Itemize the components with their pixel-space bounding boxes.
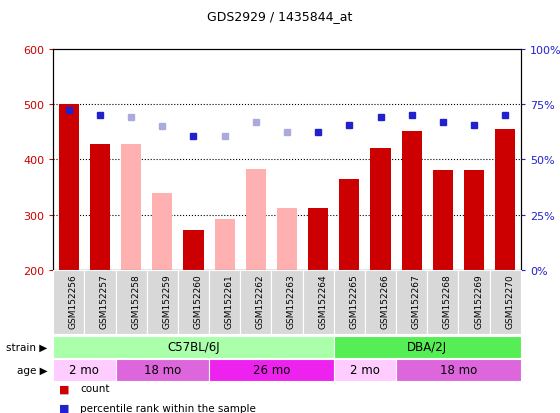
Text: GDS2929 / 1435844_at: GDS2929 / 1435844_at bbox=[207, 10, 353, 23]
Bar bbox=[277, 209, 297, 271]
Bar bbox=[53, 336, 334, 358]
Bar bbox=[246, 169, 266, 271]
Bar bbox=[85, 271, 115, 335]
Bar bbox=[464, 171, 484, 271]
Bar bbox=[90, 145, 110, 271]
Text: GSM152267: GSM152267 bbox=[412, 274, 421, 328]
Bar bbox=[334, 359, 396, 381]
Text: GSM152258: GSM152258 bbox=[131, 274, 140, 328]
Bar bbox=[209, 271, 240, 335]
Bar bbox=[240, 271, 272, 335]
Bar bbox=[59, 105, 79, 271]
Bar bbox=[183, 231, 204, 271]
Text: DBA/2J: DBA/2J bbox=[407, 340, 447, 354]
Bar bbox=[396, 359, 521, 381]
Text: 18 mo: 18 mo bbox=[440, 363, 477, 377]
Bar bbox=[339, 179, 360, 271]
Bar bbox=[402, 131, 422, 271]
Text: C57BL/6J: C57BL/6J bbox=[167, 340, 220, 354]
Text: GSM152266: GSM152266 bbox=[381, 274, 390, 328]
Bar bbox=[53, 359, 115, 381]
Text: GSM152269: GSM152269 bbox=[474, 274, 483, 328]
Bar bbox=[427, 271, 459, 335]
Bar bbox=[209, 359, 334, 381]
Bar bbox=[365, 271, 396, 335]
Text: GSM152256: GSM152256 bbox=[69, 274, 78, 328]
Text: GSM152260: GSM152260 bbox=[194, 274, 203, 328]
Bar bbox=[53, 271, 85, 335]
Text: strain ▶: strain ▶ bbox=[6, 342, 48, 352]
Text: GSM152262: GSM152262 bbox=[256, 274, 265, 328]
Text: GSM152259: GSM152259 bbox=[162, 274, 171, 328]
Text: GSM152265: GSM152265 bbox=[349, 274, 358, 328]
Text: GSM152261: GSM152261 bbox=[225, 274, 234, 328]
Text: GSM152268: GSM152268 bbox=[443, 274, 452, 328]
Bar bbox=[370, 149, 391, 271]
Bar bbox=[272, 271, 302, 335]
Bar bbox=[495, 130, 515, 271]
Bar bbox=[489, 271, 521, 335]
Text: percentile rank within the sample: percentile rank within the sample bbox=[80, 403, 256, 413]
Text: age ▶: age ▶ bbox=[17, 365, 48, 375]
Bar bbox=[178, 271, 209, 335]
Bar bbox=[334, 336, 521, 358]
Bar bbox=[115, 271, 147, 335]
Bar bbox=[147, 271, 178, 335]
Text: count: count bbox=[80, 383, 110, 393]
Bar bbox=[152, 193, 172, 271]
Bar bbox=[459, 271, 489, 335]
Text: GSM152270: GSM152270 bbox=[505, 274, 514, 328]
Text: 18 mo: 18 mo bbox=[144, 363, 181, 377]
Text: 26 mo: 26 mo bbox=[253, 363, 290, 377]
Bar bbox=[308, 209, 328, 271]
Bar bbox=[433, 171, 453, 271]
Bar bbox=[214, 219, 235, 271]
Bar bbox=[396, 271, 427, 335]
Bar bbox=[121, 145, 141, 271]
Text: 2 mo: 2 mo bbox=[69, 363, 99, 377]
Text: 2 mo: 2 mo bbox=[350, 363, 380, 377]
Bar bbox=[334, 271, 365, 335]
Text: GSM152264: GSM152264 bbox=[318, 274, 327, 328]
Bar bbox=[115, 359, 209, 381]
Text: ■: ■ bbox=[59, 403, 69, 413]
Bar bbox=[302, 271, 334, 335]
Text: GSM152263: GSM152263 bbox=[287, 274, 296, 328]
Text: ■: ■ bbox=[59, 383, 69, 393]
Text: GSM152257: GSM152257 bbox=[100, 274, 109, 328]
